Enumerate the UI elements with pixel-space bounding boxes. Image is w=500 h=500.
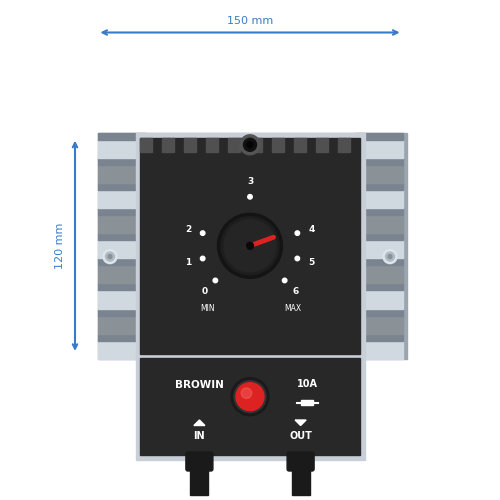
Bar: [316, 138, 328, 152]
Bar: [140, 138, 360, 354]
Text: 10A: 10A: [296, 379, 318, 389]
Bar: [355, 183, 403, 190]
Text: 2: 2: [185, 224, 192, 234]
Bar: [140, 138, 152, 152]
Bar: [98, 208, 145, 215]
Text: 150 mm: 150 mm: [227, 16, 273, 26]
Circle shape: [221, 217, 279, 275]
Circle shape: [200, 256, 205, 260]
Bar: [98, 266, 145, 283]
Bar: [355, 266, 403, 283]
Circle shape: [247, 142, 253, 148]
Bar: [98, 308, 145, 316]
Text: 120 mm: 120 mm: [55, 222, 65, 269]
Circle shape: [240, 135, 260, 155]
Bar: [355, 215, 403, 233]
Circle shape: [246, 242, 254, 250]
Circle shape: [295, 256, 300, 260]
Circle shape: [108, 254, 112, 258]
Bar: [292, 462, 310, 495]
Bar: [355, 208, 403, 215]
Bar: [98, 284, 145, 290]
Text: 0: 0: [202, 286, 208, 296]
Circle shape: [213, 278, 218, 282]
Circle shape: [200, 231, 205, 235]
Bar: [98, 334, 145, 340]
Bar: [98, 258, 145, 266]
Text: 5: 5: [308, 258, 315, 267]
Bar: [98, 133, 407, 359]
Text: 3: 3: [247, 178, 253, 186]
Circle shape: [244, 138, 256, 151]
Bar: [98, 158, 145, 165]
Bar: [190, 462, 208, 495]
Circle shape: [224, 220, 276, 272]
Bar: [355, 340, 403, 359]
Bar: [338, 138, 350, 152]
Bar: [206, 138, 218, 152]
Circle shape: [383, 250, 397, 264]
Polygon shape: [295, 420, 306, 426]
Bar: [355, 334, 403, 340]
Circle shape: [388, 254, 392, 258]
Circle shape: [282, 278, 287, 282]
Text: IN: IN: [194, 430, 205, 440]
Bar: [355, 165, 403, 183]
Bar: [355, 258, 403, 266]
Circle shape: [295, 231, 300, 235]
Bar: [355, 240, 403, 258]
Polygon shape: [194, 420, 205, 426]
FancyBboxPatch shape: [287, 452, 314, 471]
Bar: [98, 165, 145, 183]
Circle shape: [218, 214, 282, 278]
Bar: [136, 354, 364, 460]
Bar: [98, 183, 145, 190]
Bar: [355, 316, 403, 334]
Bar: [355, 233, 403, 240]
Bar: [294, 138, 306, 152]
Circle shape: [236, 382, 264, 410]
Bar: [162, 138, 174, 152]
Bar: [140, 358, 360, 455]
Bar: [228, 138, 240, 152]
Text: MAX: MAX: [284, 304, 302, 313]
Text: 1: 1: [185, 258, 192, 267]
Circle shape: [386, 252, 394, 261]
Bar: [98, 290, 145, 308]
Bar: [272, 138, 284, 152]
Bar: [98, 340, 145, 359]
Bar: [355, 133, 403, 140]
Bar: [98, 233, 145, 240]
Circle shape: [103, 250, 117, 264]
Text: OUT: OUT: [289, 430, 312, 440]
Bar: [301, 400, 313, 406]
Circle shape: [231, 378, 269, 416]
Text: MIN: MIN: [200, 304, 214, 313]
Circle shape: [234, 380, 266, 412]
Circle shape: [248, 194, 252, 199]
Bar: [98, 133, 145, 140]
Bar: [98, 140, 145, 158]
Bar: [355, 158, 403, 165]
Text: BROWIN: BROWIN: [175, 380, 224, 390]
Text: 4: 4: [308, 224, 315, 234]
Bar: [98, 215, 145, 233]
Bar: [355, 140, 403, 158]
Bar: [136, 134, 364, 358]
Bar: [355, 290, 403, 308]
Bar: [250, 138, 262, 152]
FancyBboxPatch shape: [186, 452, 213, 471]
Bar: [355, 284, 403, 290]
Bar: [184, 138, 196, 152]
Bar: [98, 190, 145, 208]
Bar: [355, 308, 403, 316]
Bar: [98, 316, 145, 334]
Circle shape: [241, 388, 252, 398]
Text: 6: 6: [292, 286, 298, 296]
Bar: [98, 240, 145, 258]
Circle shape: [106, 252, 114, 261]
Bar: [355, 190, 403, 208]
